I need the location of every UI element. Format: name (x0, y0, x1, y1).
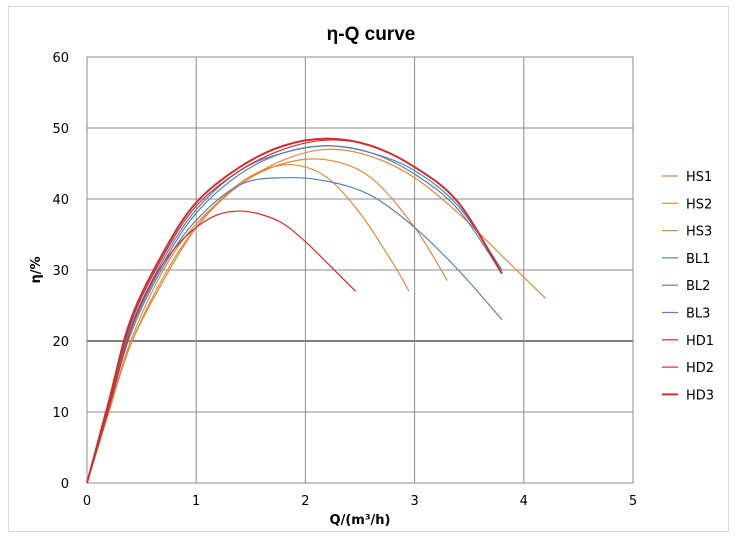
chart-title: η-Q curve (327, 24, 416, 45)
y-tick-label: 50 (52, 122, 69, 137)
legend: HS1 HS2 HS3 BL1 BL2 BL3 HD1 HD2 HD3 (662, 170, 714, 403)
series-line-hd3 (86, 137, 503, 484)
legend-label-bl3: BL3 (686, 307, 710, 322)
legend-label-hd2: HD2 (686, 361, 714, 376)
grid (86, 56, 634, 484)
legend-label-bl1: BL1 (686, 252, 710, 267)
y-tick-label: 0 (61, 477, 69, 492)
legend-label-bl2: BL2 (686, 279, 710, 294)
x-tick-label: 2 (301, 494, 309, 509)
series-lines (86, 137, 547, 484)
y-tick-label: 30 (52, 264, 69, 279)
chart-frame (8, 6, 729, 532)
legend-label-hd1: HD1 (686, 334, 714, 349)
legend-label-hs2: HS2 (686, 197, 712, 212)
x-tick-label: 3 (410, 494, 418, 509)
y-tick-label: 20 (52, 335, 69, 350)
x-tick-label: 0 (83, 494, 91, 509)
series-line-hs2 (86, 158, 448, 484)
y-tick-label: 10 (52, 406, 69, 421)
y-axis-label: η/% (29, 256, 44, 283)
legend-label-hs3: HS3 (686, 225, 712, 240)
legend-label-hs1: HS1 (686, 170, 712, 185)
tick-labels: 0 10 20 30 40 50 60 0 1 2 3 4 5 (52, 51, 637, 509)
series-line-hs1 (86, 148, 547, 484)
x-axis-label: Q/(m³/h) (330, 513, 391, 528)
series-line-hs3 (86, 164, 410, 484)
series-line-bl1 (86, 176, 503, 484)
series-line-hd2 (86, 210, 357, 484)
x-tick-label: 4 (520, 494, 528, 509)
y-tick-label: 60 (52, 51, 69, 66)
x-tick-label: 5 (629, 494, 637, 509)
x-tick-label: 1 (192, 494, 200, 509)
legend-label-hd3: HD3 (686, 388, 714, 403)
y-tick-label: 40 (52, 193, 69, 208)
